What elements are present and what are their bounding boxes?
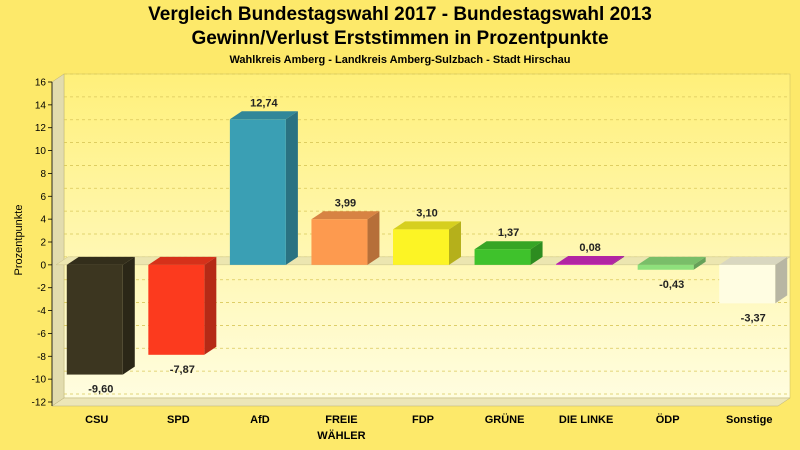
category-label: DIE LINKE [559,414,613,426]
y-tick-label: -10 [32,375,47,386]
data-label: 12,74 [250,97,278,109]
y-tick-label: 0 [40,260,46,271]
bar-front [719,264,776,304]
category-label-line2: WÄHLER [317,429,365,442]
bar-side [367,211,380,265]
bar-front [393,229,449,265]
bar-sonstige [719,256,788,304]
bar-freie [311,211,380,265]
bar-front [311,219,368,265]
category-label: Sonstige [726,414,772,426]
bar-top [393,221,461,230]
bar-afd [229,111,298,265]
bar-top [148,256,217,265]
bar-side [204,256,217,355]
plot-floor [51,397,791,407]
data-label: 0,08 [579,242,600,254]
bar-die-linke [556,255,625,265]
category-label: CSU [85,414,108,426]
y-tick-label: 2 [40,238,46,249]
bar-top [719,256,788,265]
bar-top [66,256,135,265]
y-tick-label: -4 [37,306,46,317]
data-label: -9,60 [88,384,113,396]
y-tick-label: -2 [37,283,46,294]
bar-ödp [637,256,706,270]
y-tick-label: 6 [40,192,46,203]
bar-front [556,263,613,265]
y-axis-title: Prozentpunkte [13,205,25,276]
bar-front [474,249,531,265]
category-label: ÖDP [656,413,680,426]
bar-side [449,221,461,265]
data-label: -3,37 [741,312,766,324]
data-label: 3,99 [335,197,356,209]
y-tick-label: 8 [40,169,46,180]
bar-top [229,111,298,120]
y-tick-label: 4 [40,215,46,226]
y-tick-label: -12 [32,398,47,409]
plot-side-wall [51,73,65,407]
bar-grüne [474,241,543,265]
chart-title-line1: Vergleich Bundestagswahl 2017 - Bundesta… [148,4,652,25]
bar-top [556,255,625,264]
bar-side [122,256,135,375]
bar-front [637,264,694,270]
category-label: AfD [250,414,270,426]
bar-front [229,119,286,265]
y-tick-label: 12 [35,123,47,134]
bar-top [474,241,543,250]
category-label: FREIE [325,414,357,426]
category-label: GRÜNE [485,413,525,426]
bar-top [637,256,706,265]
y-tick-label: 10 [35,146,47,157]
bar-side [285,111,298,265]
y-tick-label: 14 [35,100,47,111]
chart-title-line2: Gewinn/Verlust Erststimmen in Prozentpun… [191,28,609,49]
data-label: 3,10 [416,207,437,219]
bar-csu [66,256,135,375]
category-label: FDP [412,414,434,426]
bar-fdp [393,221,461,265]
bar-side [775,256,788,304]
bar-spd [148,256,217,355]
chart-subtitle: Wahlkreis Amberg - Landkreis Amberg-Sulz… [229,54,571,66]
bar-side [693,256,706,270]
data-label: -0,43 [659,279,684,291]
data-label: 1,37 [498,227,519,239]
y-tick-label: -8 [37,352,46,363]
bar-side [530,241,543,265]
bar-front [148,264,205,355]
y-tick-label: -6 [37,329,46,340]
data-label: -7,87 [170,364,195,376]
y-tick-label: 16 [35,78,47,89]
bar-top [311,211,380,220]
bar-side [612,255,625,265]
bar-front [66,264,123,375]
category-label: SPD [167,414,190,426]
